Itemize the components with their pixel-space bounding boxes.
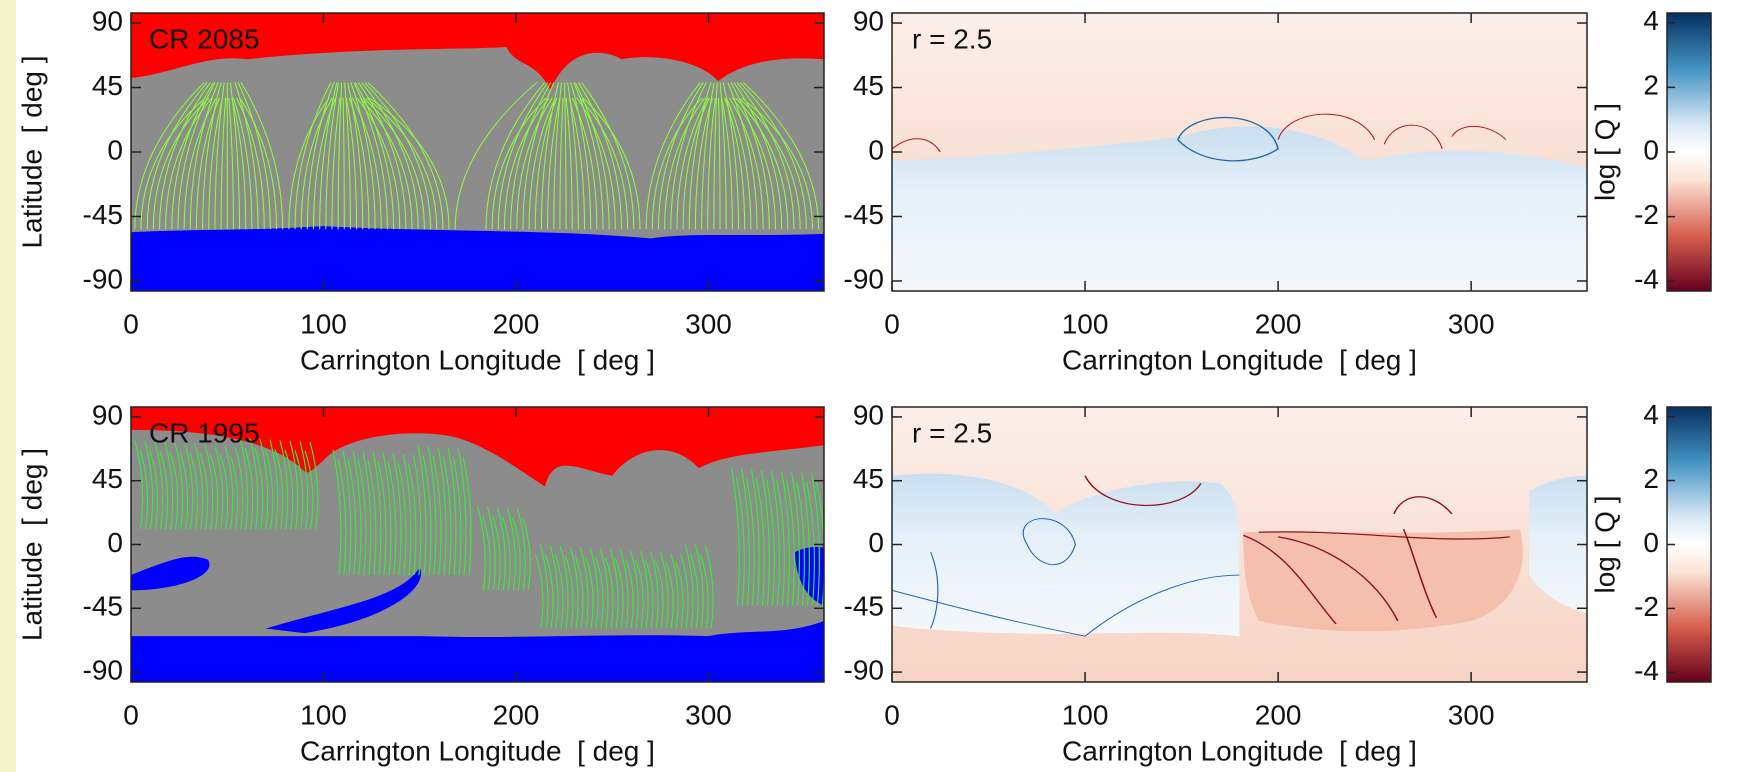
x-tick-label: 300: [685, 699, 732, 730]
y-tick-label: 0: [107, 134, 123, 165]
x-axis-label: Carrington Longitude [ deg ]: [1062, 344, 1417, 375]
x-tick-label: 0: [884, 308, 900, 339]
panel-label: CR 2085: [149, 23, 260, 54]
map-image: [892, 13, 1587, 291]
x-tick-label: 0: [123, 308, 139, 339]
y-tick-label: -45: [844, 199, 884, 230]
y-tick-label: 90: [853, 399, 884, 430]
x-tick-label: 0: [123, 699, 139, 730]
x-tick-label: 300: [685, 308, 732, 339]
y-tick-label: 45: [92, 463, 123, 494]
colorbar-label: log [ Q ]: [1589, 495, 1620, 593]
map-panel: 0 100 200 300 90 45 0 -45 -90 Carrington Longitud…: [16, 5, 824, 375]
y-axis-label: Latitude [ deg ]: [16, 448, 47, 641]
y-tick-label: -2: [1634, 199, 1659, 230]
map-image: [892, 407, 1587, 682]
map-panel: 0 100 200 300 90 45 0 -45 -90 Carrington Longitud…: [844, 399, 1587, 766]
colorbar: 4 2 0 -2 -4 log [ Q ]: [1589, 5, 1711, 295]
x-tick-label: 300: [1448, 308, 1495, 339]
y-tick-label: 2: [1643, 70, 1659, 101]
south-open-region: [131, 226, 824, 291]
y-tick-label: 0: [868, 134, 884, 165]
side-strip: [0, 0, 16, 772]
x-tick-label: 200: [493, 699, 540, 730]
y-tick-label: 4: [1643, 399, 1659, 430]
x-axis-label: Carrington Longitude [ deg ]: [300, 735, 655, 766]
panel-label: r = 2.5: [912, 23, 992, 54]
y-tick-label: 0: [107, 527, 123, 558]
red-region: [1243, 529, 1522, 631]
y-tick-label: -45: [844, 591, 884, 622]
panel-label: CR 1995: [149, 417, 260, 448]
map-panel: 0 100 200 300 90 45 0 -45 -90 Carrington Longitud…: [16, 399, 824, 766]
colorbar: 4 2 0 -2 -4 log [ Q ]: [1589, 399, 1711, 686]
y-tick-label: 2: [1643, 463, 1659, 494]
x-tick-label: 100: [300, 308, 347, 339]
x-axis-label: Carrington Longitude [ deg ]: [1062, 735, 1417, 766]
y-tick-label: 0: [868, 527, 884, 558]
y-tick-label: -90: [83, 654, 123, 685]
y-tick-label: -90: [844, 263, 884, 294]
y-tick-label: 90: [92, 399, 123, 430]
x-tick-label: 0: [884, 699, 900, 730]
y-tick-label: 0: [1643, 527, 1659, 558]
figure: 010020030090450-45-90Carrington Longitud…: [0, 0, 1742, 772]
map-image: [131, 13, 824, 291]
y-tick-label: -90: [844, 654, 884, 685]
y-tick-label: 45: [92, 70, 123, 101]
x-tick-label: 300: [1448, 699, 1495, 730]
y-tick-label: -45: [83, 199, 123, 230]
y-tick-label: 45: [853, 463, 884, 494]
x-tick-label: 100: [1062, 699, 1109, 730]
y-tick-label: 45: [853, 70, 884, 101]
y-tick-label: 90: [92, 5, 123, 36]
x-axis-label: Carrington Longitude [ deg ]: [300, 344, 655, 375]
y-tick-label: -2: [1634, 591, 1659, 622]
y-tick-label: 4: [1643, 5, 1659, 36]
y-axis-label: Latitude [ deg ]: [16, 55, 47, 248]
y-tick-label: -45: [83, 591, 123, 622]
x-tick-label: 200: [1255, 699, 1302, 730]
y-tick-label: -90: [83, 263, 123, 294]
y-tick-label: 0: [1643, 134, 1659, 165]
x-tick-label: 100: [1062, 308, 1109, 339]
x-tick-label: 100: [300, 699, 347, 730]
x-tick-label: 200: [1255, 308, 1302, 339]
y-tick-label: -4: [1634, 264, 1659, 295]
x-tick-label: 200: [493, 308, 540, 339]
colorbar-label: log [ Q ]: [1589, 103, 1620, 201]
y-tick-label: 90: [853, 5, 884, 36]
map-panel: 0 100 200 300 90 45 0 -45 -90 Carrington Longitud…: [844, 5, 1587, 375]
y-tick-label: -4: [1634, 655, 1659, 686]
panel-label: r = 2.5: [912, 417, 992, 448]
